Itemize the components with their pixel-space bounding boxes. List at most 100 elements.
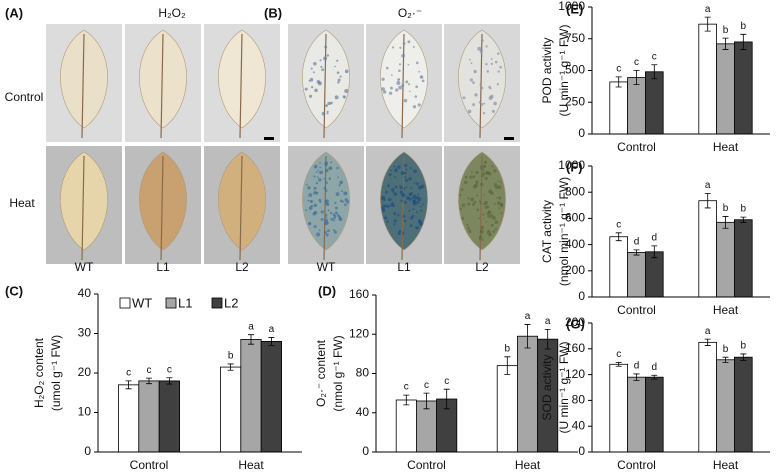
bar bbox=[698, 341, 717, 453]
row-label: Control bbox=[5, 90, 44, 104]
significance-letter: b bbox=[741, 204, 747, 215]
stain bbox=[408, 192, 413, 196]
stain bbox=[402, 231, 405, 234]
stain bbox=[338, 217, 343, 222]
stain bbox=[420, 209, 423, 212]
stain bbox=[479, 202, 482, 205]
error-bar bbox=[166, 377, 173, 385]
stain bbox=[479, 230, 483, 233]
stain bbox=[410, 186, 413, 189]
stain bbox=[415, 85, 419, 89]
stain bbox=[403, 200, 407, 204]
stain bbox=[473, 200, 477, 204]
leaf bbox=[380, 151, 428, 251]
stain bbox=[468, 58, 471, 61]
stain bbox=[496, 201, 501, 205]
stain bbox=[334, 65, 336, 68]
error-bar bbox=[615, 361, 622, 367]
bar bbox=[609, 363, 628, 453]
bar bbox=[395, 399, 417, 453]
stain bbox=[419, 205, 422, 208]
bar bbox=[138, 380, 160, 453]
stain bbox=[415, 196, 419, 200]
stain bbox=[401, 193, 405, 198]
error-bar bbox=[722, 216, 729, 229]
error-bar bbox=[740, 33, 747, 50]
stain bbox=[481, 172, 485, 175]
stain bbox=[488, 233, 492, 237]
stain bbox=[319, 162, 321, 164]
y-tick-label: 160 bbox=[349, 287, 369, 301]
row-label: Heat bbox=[9, 196, 35, 210]
stain bbox=[417, 103, 421, 107]
bar bbox=[219, 366, 242, 453]
column-label: L2 bbox=[475, 260, 489, 274]
stain bbox=[335, 206, 338, 210]
stain bbox=[478, 101, 482, 104]
error-bar bbox=[651, 64, 658, 80]
y-axis-label: (U min⁻¹ g⁻¹ FW) bbox=[557, 342, 571, 434]
y-axis-label: SOD activity bbox=[540, 354, 554, 420]
stain bbox=[493, 169, 497, 173]
stain bbox=[467, 226, 471, 230]
legend-label: WT bbox=[132, 295, 152, 310]
significance-letter: d bbox=[652, 362, 658, 373]
error-bar bbox=[633, 70, 640, 85]
stain bbox=[415, 182, 419, 186]
stain bbox=[412, 208, 415, 211]
stain bbox=[308, 94, 313, 98]
stain bbox=[490, 223, 494, 227]
stain bbox=[324, 218, 329, 223]
stain bbox=[478, 200, 481, 203]
stain bbox=[310, 85, 314, 89]
y-tick-label: 160 bbox=[565, 341, 585, 355]
stain bbox=[410, 216, 414, 220]
y-tick-label: 40 bbox=[356, 405, 370, 419]
stain bbox=[496, 52, 500, 55]
stain bbox=[326, 110, 329, 113]
stain bbox=[493, 101, 497, 106]
y-tick-label: 10 bbox=[78, 405, 92, 419]
leaf-stem bbox=[479, 155, 483, 261]
stain bbox=[323, 56, 328, 61]
stain bbox=[470, 62, 473, 65]
stain bbox=[403, 98, 408, 103]
stain bbox=[461, 216, 465, 220]
stain bbox=[313, 62, 317, 66]
stain bbox=[494, 228, 497, 231]
stain bbox=[394, 176, 397, 179]
stain bbox=[330, 217, 334, 221]
stain bbox=[413, 201, 417, 206]
stain bbox=[313, 164, 318, 169]
stain bbox=[313, 175, 316, 178]
stain bbox=[334, 95, 339, 100]
stain bbox=[499, 65, 502, 69]
stain bbox=[471, 171, 473, 173]
legend-swatch bbox=[211, 297, 223, 309]
bar bbox=[627, 252, 646, 298]
stain bbox=[476, 208, 480, 212]
stain bbox=[327, 209, 330, 212]
stain bbox=[493, 202, 496, 205]
leaf-stem bbox=[81, 155, 85, 261]
stain bbox=[309, 200, 313, 203]
stain bbox=[403, 219, 407, 223]
stain bbox=[464, 180, 468, 184]
stain bbox=[325, 199, 329, 202]
bar bbox=[645, 251, 664, 298]
stain bbox=[484, 176, 488, 181]
stain bbox=[488, 172, 492, 176]
stain bbox=[320, 217, 324, 221]
significance-letter: c bbox=[616, 63, 621, 74]
y-tick-label: 800 bbox=[565, 184, 585, 198]
significance-letter: d bbox=[652, 233, 658, 244]
column-label: WT bbox=[75, 260, 94, 274]
stain bbox=[407, 63, 410, 66]
stain bbox=[389, 169, 392, 172]
stain bbox=[469, 175, 473, 179]
scale-bar bbox=[264, 137, 274, 140]
y-tick-label: 0 bbox=[578, 289, 585, 303]
stain bbox=[325, 216, 328, 219]
stain bbox=[493, 183, 498, 187]
